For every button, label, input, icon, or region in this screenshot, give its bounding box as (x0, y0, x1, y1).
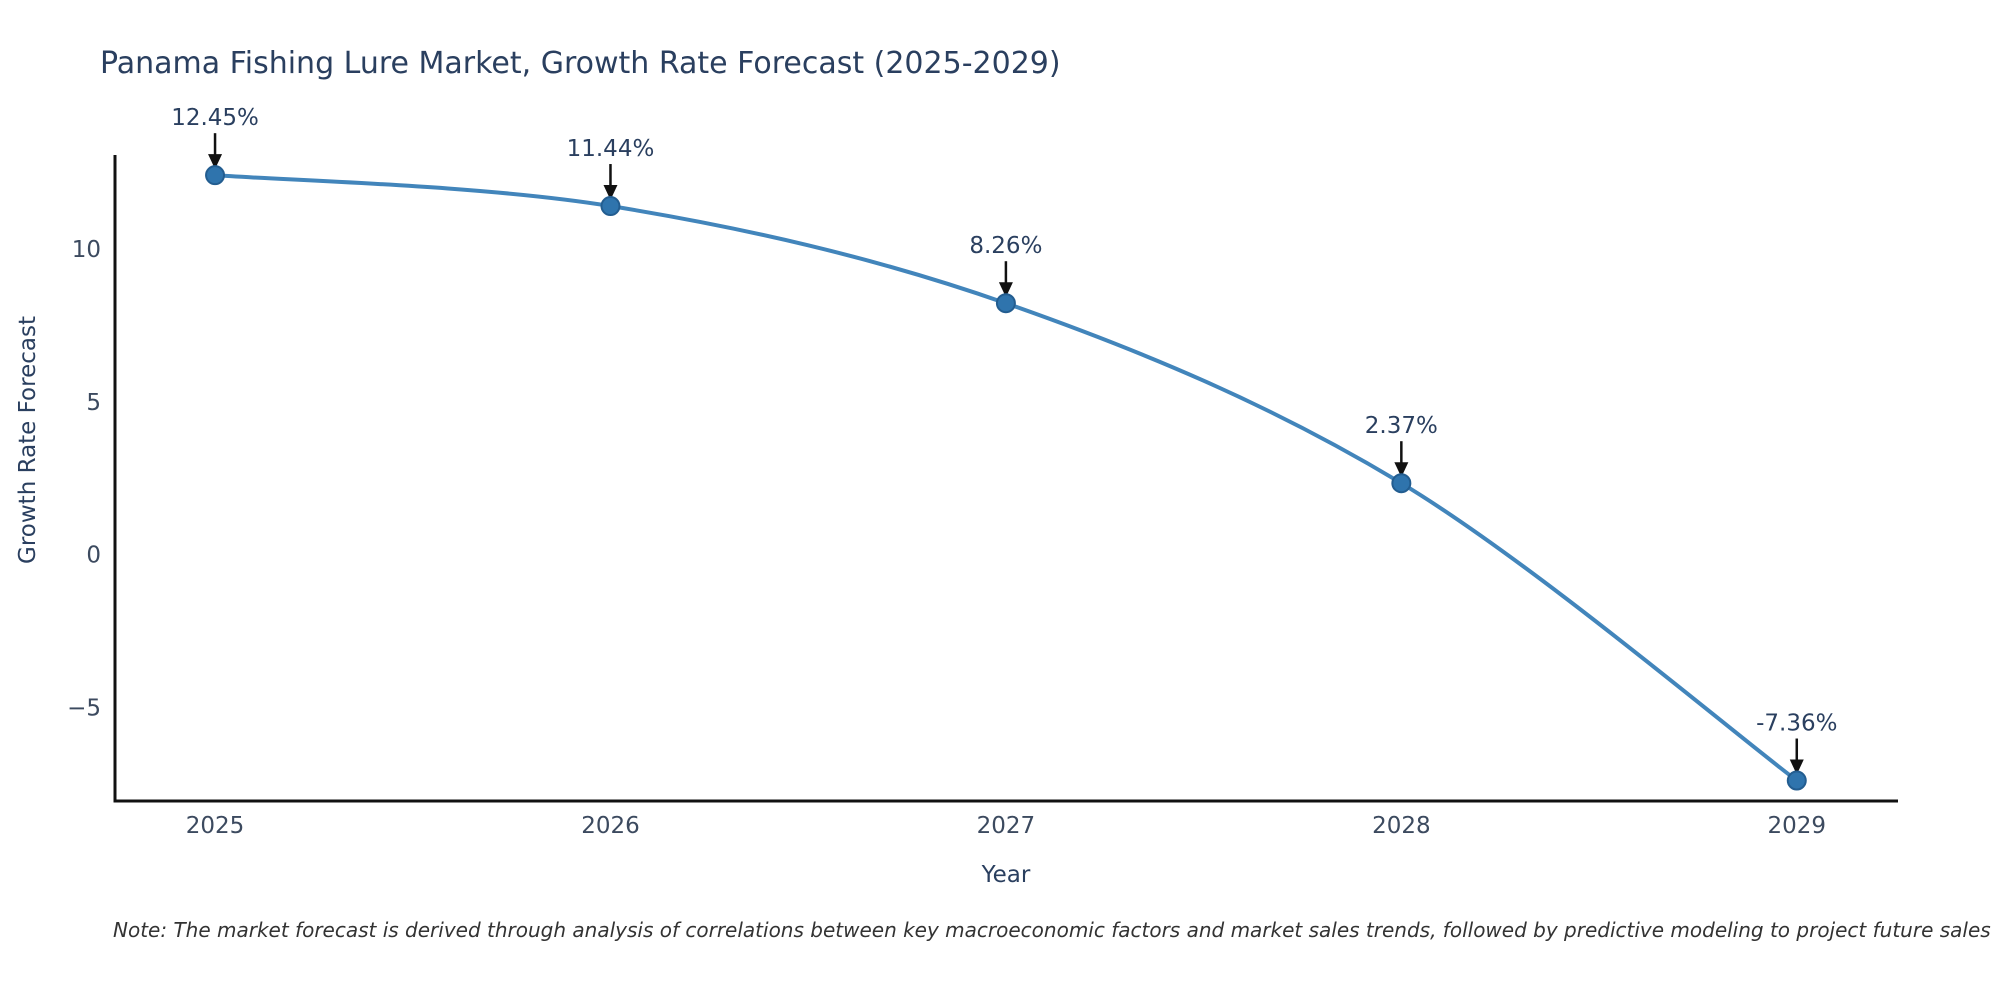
annotation-arrowhead-2029 (1789, 759, 1804, 775)
footnote: Note: The market forecast is derived thr… (113, 918, 1991, 942)
y-tick-label-10: 10 (72, 237, 101, 263)
x-axis-title: Year (981, 862, 1031, 888)
annotation-arrowhead-2026 (603, 185, 618, 201)
point-label-2029: -7.36% (1756, 711, 1837, 737)
annotation-arrowhead-2028 (1394, 462, 1409, 478)
annotation-arrowhead-2027 (998, 282, 1013, 298)
y-tick-label--5: −5 (67, 695, 101, 721)
annotation-arrowhead-2025 (208, 154, 223, 170)
x-tick-label-2028: 2028 (1372, 813, 1431, 839)
point-label-2026: 11.44% (567, 136, 655, 162)
data-point-2028[interactable] (1391, 473, 1412, 494)
data-point-2029[interactable] (1786, 770, 1807, 791)
data-point-2026[interactable] (600, 196, 621, 217)
data-point-2027[interactable] (995, 293, 1016, 314)
x-tick-label-2025: 2025 (186, 813, 245, 839)
y-tick-label-5: 5 (86, 390, 101, 416)
x-tick-label-2026: 2026 (581, 813, 640, 839)
forecast-line (214, 173, 1798, 783)
x-tick-label-2029: 2029 (1767, 813, 1826, 839)
x-tick-label-2027: 2027 (977, 813, 1036, 839)
point-label-2025: 12.45% (171, 105, 259, 131)
point-label-2027: 8.26% (969, 233, 1042, 259)
y-tick-label-0: 0 (86, 543, 101, 569)
point-label-2028: 2.37% (1365, 413, 1438, 439)
chart-title: Panama Fishing Lure Market, Growth Rate … (100, 46, 1061, 81)
y-axis-title: Growth Rate Forecast (15, 316, 41, 564)
data-point-2025[interactable] (205, 165, 226, 186)
